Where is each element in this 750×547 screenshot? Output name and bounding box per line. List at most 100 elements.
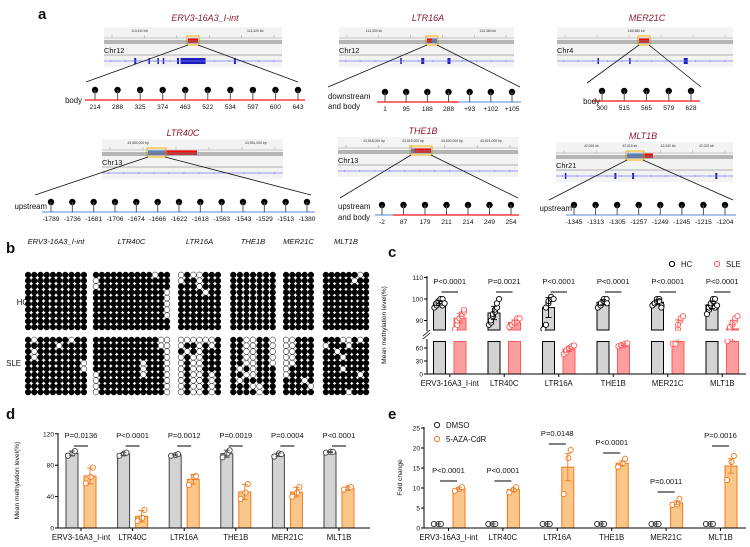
bar-lower: [487, 341, 501, 375]
methylated-cpg: [74, 336, 81, 344]
methylated-cpg: [98, 318, 106, 325]
methylated-cpg: [202, 271, 209, 279]
p-value-label: P=0.0016: [704, 431, 737, 440]
methylated-cpg: [202, 359, 209, 367]
methylated-cpg: [104, 348, 111, 355]
unmethylated-cpg: [301, 377, 308, 384]
unmethylated-cpg: [208, 383, 215, 390]
p-value-label: P=0.0004: [271, 431, 304, 440]
methylated-cpg: [230, 277, 237, 284]
methylated-cpg: [357, 359, 364, 367]
methylated-cpg: [62, 348, 69, 355]
methylated-cpg: [202, 377, 209, 384]
methylated-cpg: [351, 306, 358, 313]
cpg-position: -1622: [171, 216, 188, 223]
methylated-cpg: [74, 383, 81, 390]
methylated-cpg: [256, 289, 263, 296]
methylated-cpg: [92, 300, 100, 308]
methylated-cpg: [49, 300, 57, 308]
data-point: [441, 300, 448, 307]
methylated-cpg: [68, 348, 75, 355]
bar-lower: [453, 341, 467, 375]
methylated-cpg: [243, 300, 250, 308]
y-tick-label: 40: [47, 494, 55, 501]
data-point: [565, 454, 572, 462]
unmethylated-cpg: [55, 342, 63, 349]
methylated-cpg: [98, 289, 106, 296]
methylated-cpg: [236, 336, 244, 344]
x-tick-label: LTR16A: [545, 379, 574, 388]
methylated-cpg: [74, 323, 81, 331]
unmethylated-cpg: [202, 336, 209, 344]
locus-title: LTR16A: [412, 13, 444, 23]
unmethylated-cpg: [177, 336, 185, 344]
methylated-cpg: [110, 289, 117, 296]
methylated-cpg: [340, 342, 347, 349]
methylated-cpg: [230, 354, 237, 361]
methylated-cpg: [202, 312, 209, 319]
methylated-cpg: [140, 271, 147, 279]
methylated-cpg: [43, 354, 50, 361]
unmethylated-cpg: [184, 348, 191, 355]
methylated-cpg: [190, 312, 197, 319]
y-tick-label: 110: [412, 275, 423, 282]
methylated-cpg: [62, 359, 69, 367]
methylated-cpg: [334, 306, 341, 313]
methylated-cpg: [43, 294, 50, 302]
methylated-cpg: [295, 312, 302, 319]
methylated-cpg: [345, 289, 352, 296]
data-point: [293, 489, 301, 496]
methylated-cpg: [134, 354, 141, 361]
methylated-cpg: [68, 277, 75, 284]
methylated-cpg: [214, 271, 222, 279]
data-point: [560, 490, 567, 498]
methylated-cpg: [322, 365, 329, 373]
unmethylated-cpg: [236, 365, 244, 373]
methylated-cpg: [104, 283, 111, 290]
cpg-position: -1736: [64, 216, 81, 223]
methylated-cpg: [134, 383, 141, 390]
methylated-cpg: [262, 365, 270, 373]
bar: [323, 451, 337, 529]
zoom-line: [34, 156, 149, 196]
methylated-cpg: [134, 348, 141, 355]
bar: [168, 454, 182, 529]
methylated-cpg: [345, 371, 352, 378]
methylated-cpg: [55, 323, 63, 331]
methylated-cpg: [110, 371, 117, 378]
unmethylated-cpg: [269, 348, 276, 355]
methylated-cpg: [262, 377, 270, 384]
methylated-cpg: [128, 306, 135, 313]
methylated-cpg: [301, 388, 308, 396]
methylated-cpg: [249, 289, 257, 296]
methylated-cpg: [110, 354, 117, 361]
bar-lower: [508, 341, 521, 375]
methylated-cpg: [43, 277, 50, 284]
methylated-cpg: [152, 277, 159, 284]
methylated-cpg: [55, 365, 63, 373]
y-tick-label: 100: [412, 297, 423, 304]
methylated-cpg: [208, 306, 215, 313]
methylated-cpg: [345, 294, 352, 302]
unmethylated-cpg: [357, 336, 364, 344]
methylated-cpg: [146, 294, 153, 302]
unmethylated-cpg: [196, 342, 203, 349]
methylated-cpg: [322, 300, 329, 308]
methylated-cpg: [334, 318, 341, 325]
igv-browser-track: [557, 27, 733, 67]
methylated-cpg: [301, 354, 308, 361]
methylated-cpg: [214, 359, 222, 367]
methylated-cpg: [345, 312, 352, 319]
methylated-cpg: [322, 388, 329, 396]
methylated-cpg: [140, 294, 147, 302]
data-point: [89, 464, 96, 471]
methylated-cpg: [269, 383, 276, 390]
methylated-cpg: [146, 300, 153, 308]
unmethylated-cpg: [140, 359, 147, 367]
methylated-cpg: [152, 348, 159, 355]
methylated-cpg: [146, 336, 153, 344]
unmethylated-cpg: [208, 336, 215, 344]
methylated-cpg: [357, 365, 364, 373]
methylated-cpg: [184, 277, 191, 284]
methylated-cpg: [307, 306, 315, 313]
